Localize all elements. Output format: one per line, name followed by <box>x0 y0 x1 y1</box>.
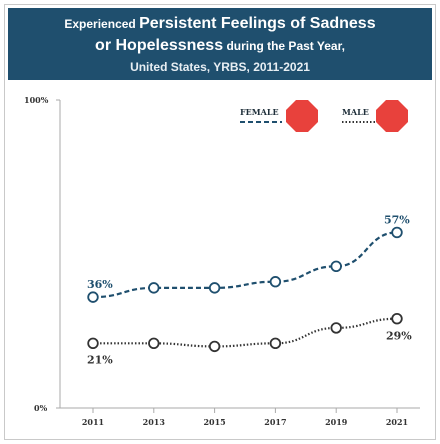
title-line-1-prefix: Experienced <box>64 17 140 31</box>
legend-label-male: MALE <box>342 107 369 117</box>
legend-marker-male <box>376 100 408 132</box>
x-axis-ticks: 2011 2013 2015 2017 2019 2021 <box>82 408 408 427</box>
data-label-female-2011: 36% <box>87 278 113 291</box>
legend-label-female: FEMALE <box>240 107 279 117</box>
title-line-2: or Hopelessness during the Past Year, <box>8 36 432 56</box>
data-label-female-2021: 57% <box>384 213 410 226</box>
series-line-male <box>92 317 398 348</box>
x-tick-label: 2013 <box>143 417 166 427</box>
chart-header: Experienced Persistent Feelings of Sadne… <box>8 8 432 80</box>
title-line-2-main: or Hopelessness <box>95 37 224 54</box>
data-point-male <box>208 340 221 353</box>
data-point-male <box>330 322 342 334</box>
title-line-1-main: Persistent Feelings of Sadness <box>139 15 376 32</box>
x-tick-label: 2015 <box>203 417 225 427</box>
x-tick-label: 2019 <box>325 417 348 427</box>
data-label-male-2021: 29% <box>386 330 412 343</box>
data-point-female <box>87 291 99 303</box>
subtitle: United States, YRBS, 2011-2021 <box>130 60 310 74</box>
data-point-female <box>391 226 403 239</box>
data-point-female <box>330 260 342 273</box>
x-tick-label: 2011 <box>82 417 104 427</box>
data-point-male <box>391 312 403 325</box>
data-point-male <box>87 337 99 350</box>
value-labels: 36% 57% 21% 29% <box>87 213 412 366</box>
y-tick-label-100: 100% <box>24 95 49 105</box>
legend: FEMALE MALE <box>240 100 408 132</box>
y-tick-label-0: 0% <box>34 403 48 413</box>
series-layer <box>87 226 403 353</box>
data-point-female <box>269 276 282 288</box>
series-line-female <box>92 231 398 299</box>
x-tick-label: 2017 <box>264 417 286 427</box>
data-point-female <box>208 282 221 294</box>
data-point-male <box>269 337 282 350</box>
title-line-1: Experienced Persistent Feelings of Sadne… <box>8 14 432 34</box>
data-label-male-2011: 21% <box>87 353 113 366</box>
title-line-2-suffix: during the Past Year, <box>223 39 345 53</box>
legend-marker-female <box>286 100 318 132</box>
data-point-female <box>148 282 160 294</box>
x-tick-label: 2021 <box>386 417 408 427</box>
data-point-male <box>148 337 160 350</box>
